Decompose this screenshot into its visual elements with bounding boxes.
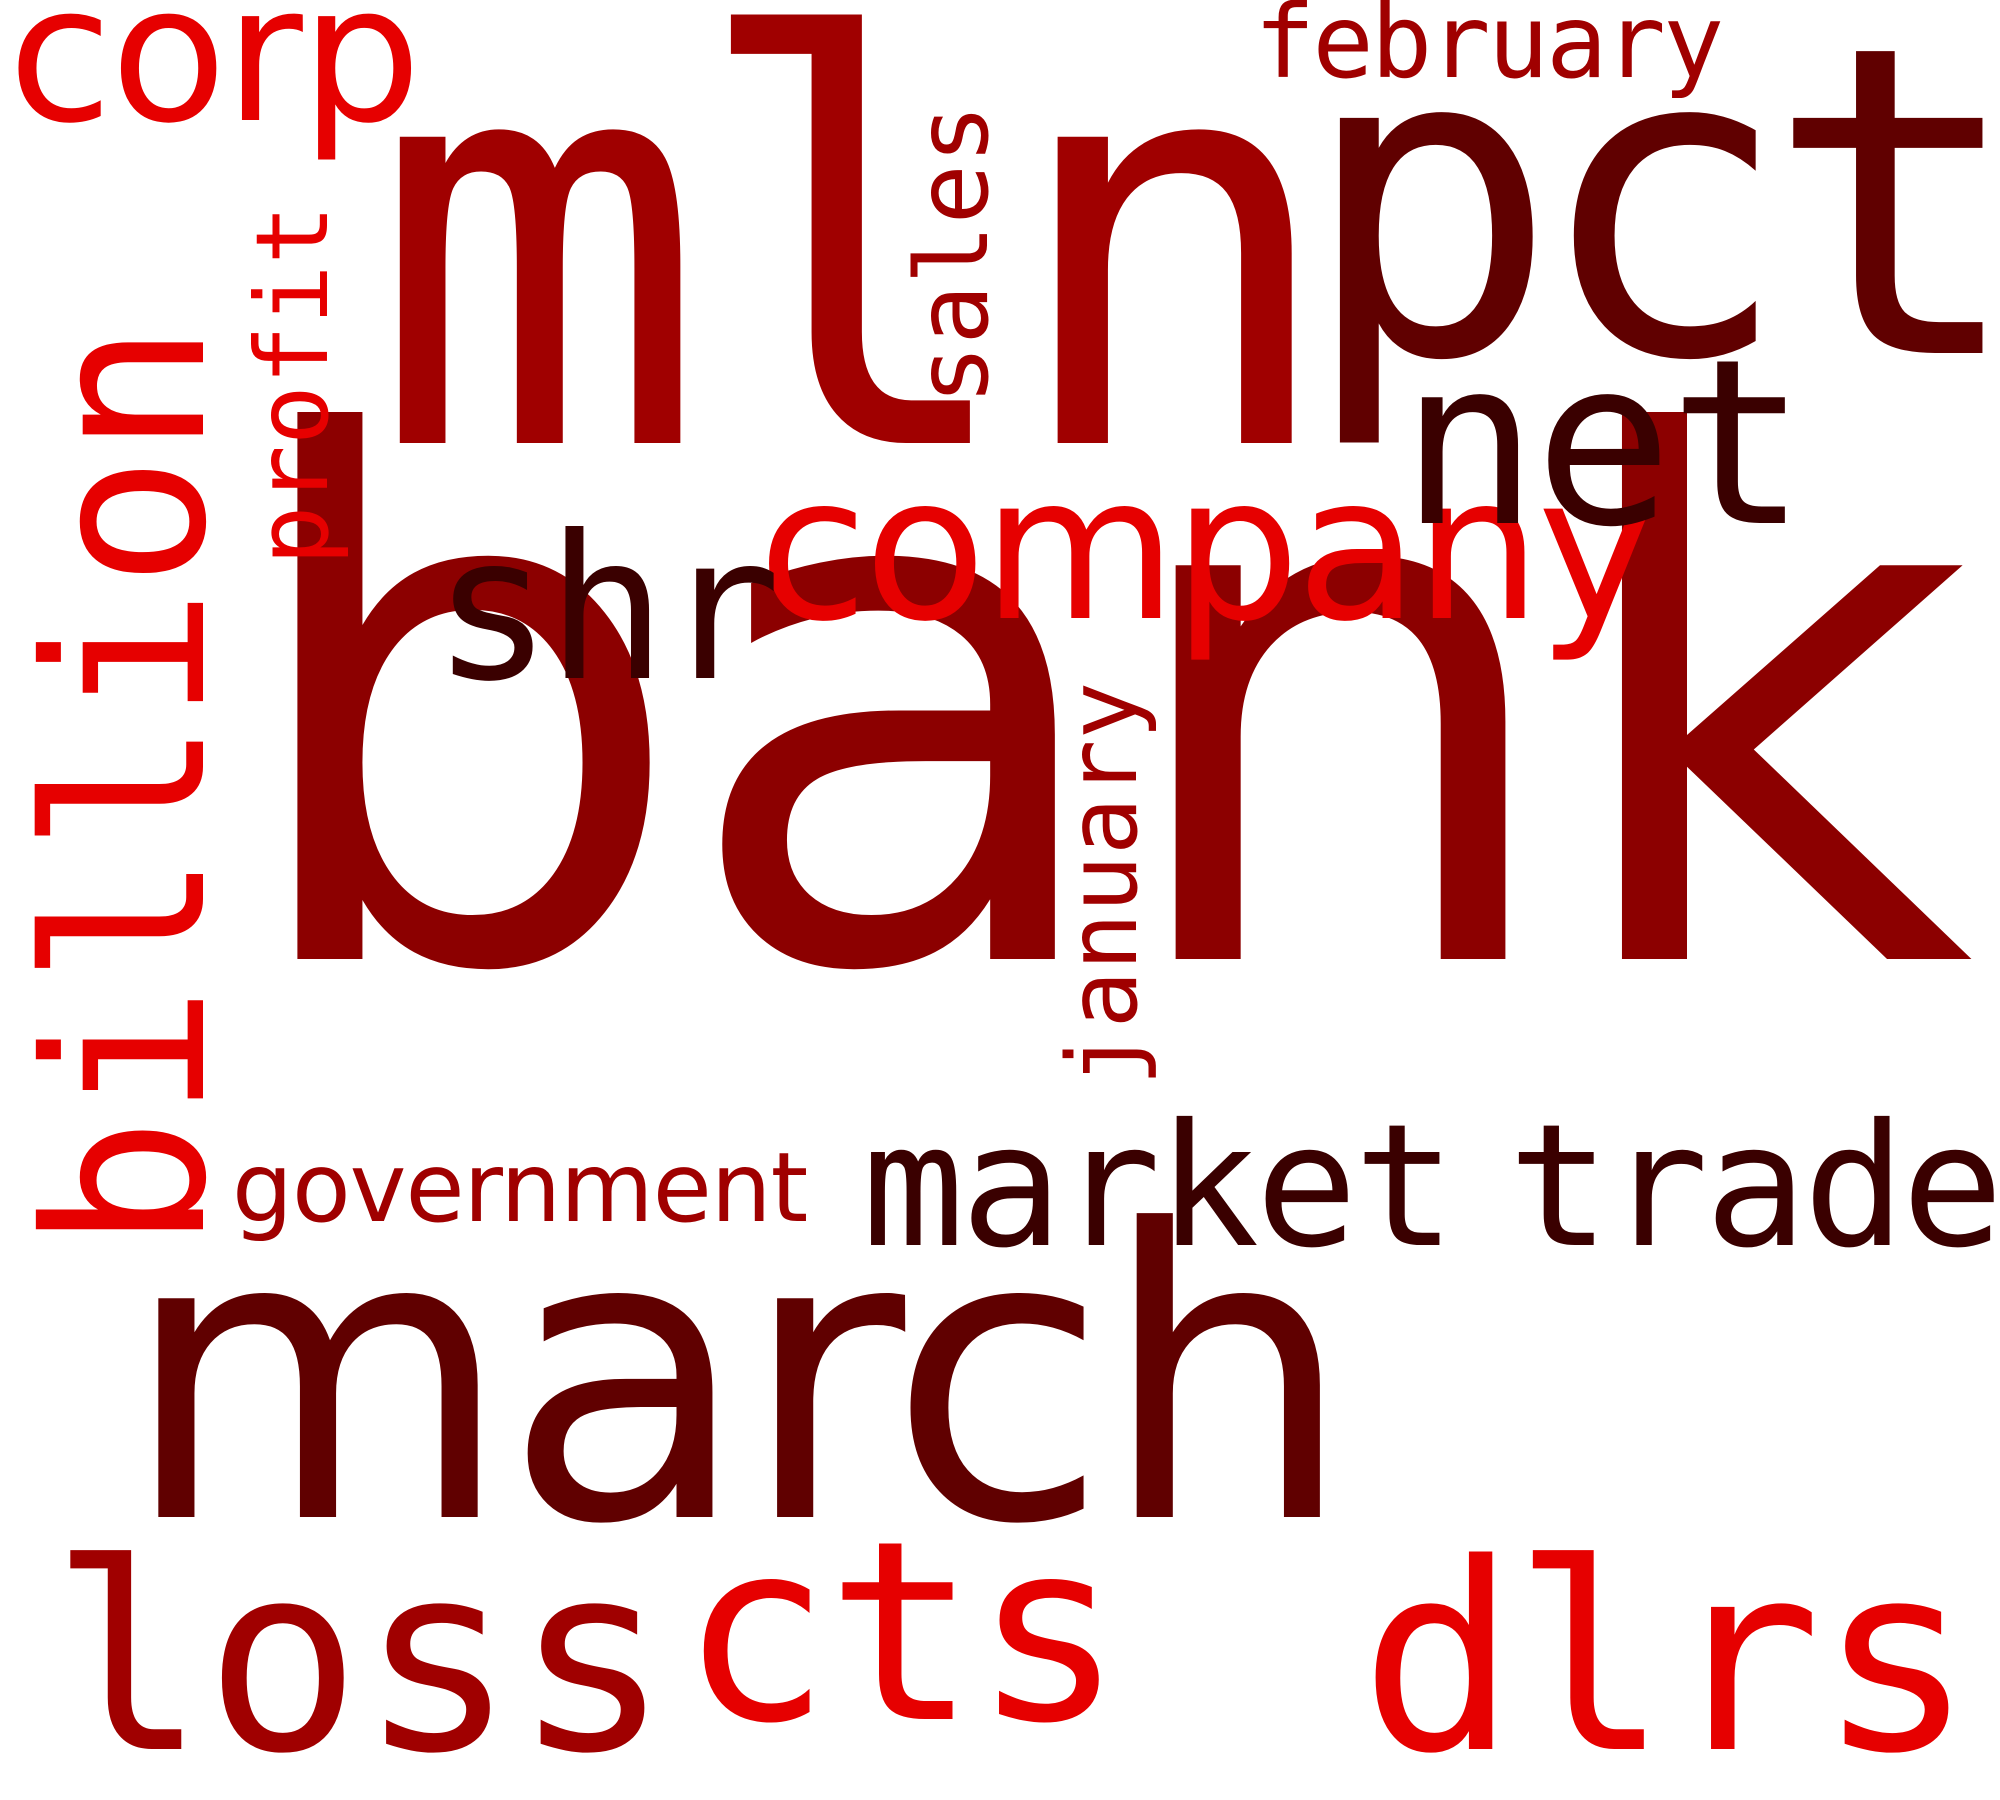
word-market: market [862, 1088, 1456, 1286]
word-cts: cts [680, 1487, 1124, 1778]
word-sales: sales [894, 103, 1011, 405]
word-loss: loss [50, 1509, 670, 1800]
word-profit: profit [234, 204, 351, 566]
word-pct: pct [1300, 0, 2000, 455]
word-january: january [1047, 681, 1159, 1087]
word-billion: billion [0, 322, 255, 1250]
word-government: government [232, 1132, 808, 1244]
word-trade: trade [1508, 1088, 2000, 1286]
word-march: march [122, 1147, 1354, 1612]
word-company: company [758, 433, 1656, 666]
word-february: february [1254, 0, 1724, 102]
word-bank: bank [232, 291, 1974, 1129]
word-dlrs: dlrs [1360, 1509, 1974, 1800]
word-corp: corp [8, 0, 421, 165]
word-shr: shr [432, 493, 781, 726]
word-net: net [1400, 311, 1807, 578]
word-mln: mln [370, 0, 1341, 576]
